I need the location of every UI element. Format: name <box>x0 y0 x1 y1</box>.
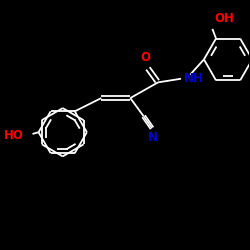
Text: OH: OH <box>215 12 235 25</box>
Text: HO: HO <box>4 129 24 142</box>
Text: O: O <box>140 52 150 64</box>
Text: NH: NH <box>184 72 203 85</box>
Text: N: N <box>148 131 158 144</box>
